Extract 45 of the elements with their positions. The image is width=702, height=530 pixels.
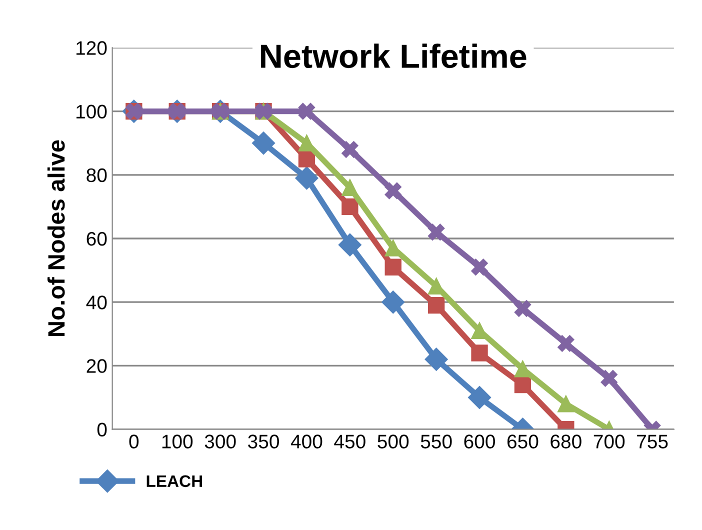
point	[428, 296, 445, 314]
y-tick-label: 80	[86, 168, 107, 182]
point	[342, 198, 358, 216]
x-tick-label: 300	[204, 434, 236, 448]
y-tick-label: 60	[86, 232, 107, 246]
x-tick-label: 680	[550, 434, 582, 448]
point	[600, 370, 618, 387]
y-axis-title: No.of Nodes alive	[47, 140, 65, 336]
chart-title: Network Lifetime	[261, 44, 526, 68]
point	[428, 224, 445, 240]
x-tick-label: 100	[162, 434, 193, 448]
point	[468, 386, 492, 409]
point	[384, 182, 402, 200]
point	[342, 141, 358, 158]
legend-label: LEACH	[146, 475, 202, 488]
y-tick-label: 0	[97, 422, 107, 437]
x-tick-label: 550	[420, 434, 452, 448]
x-tick-label: 0	[129, 434, 139, 448]
x-tick-label: 700	[594, 434, 625, 448]
point	[514, 300, 532, 317]
point	[338, 233, 362, 256]
point	[471, 258, 488, 276]
x-tick-label: 350	[248, 434, 279, 448]
point	[298, 102, 316, 120]
point	[514, 376, 532, 394]
point	[382, 290, 405, 314]
point	[298, 150, 316, 168]
x-tick-label: 755	[637, 434, 668, 448]
x-tick-label: 450	[334, 434, 366, 448]
point	[342, 179, 358, 196]
y-tick-label: 120	[76, 41, 107, 55]
x-tick-label: 600	[464, 434, 495, 448]
point	[471, 344, 488, 362]
y-tick-label: 40	[86, 296, 107, 310]
point	[558, 396, 574, 412]
point	[252, 132, 276, 155]
x-tick-label: 400	[290, 434, 322, 448]
point	[384, 258, 402, 276]
x-tick-label: 650	[507, 434, 538, 448]
x-tick-label: 500	[378, 434, 409, 448]
point	[558, 335, 574, 352]
y-tick-label: 20	[86, 359, 107, 373]
point	[424, 348, 448, 371]
y-tick-label: 100	[76, 104, 107, 119]
point	[295, 166, 318, 190]
